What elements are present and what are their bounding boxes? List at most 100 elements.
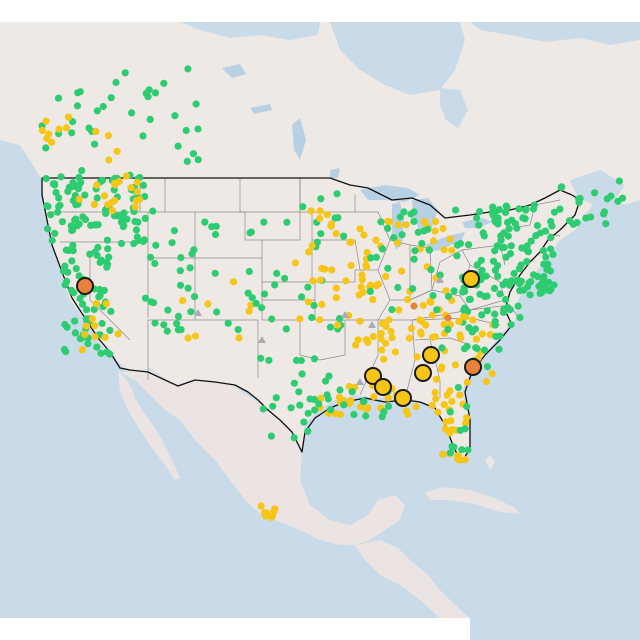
green-site-marker[interactable] xyxy=(69,289,78,297)
yellow-site-marker[interactable] xyxy=(455,318,463,326)
green-site-marker[interactable] xyxy=(182,126,190,135)
green-site-marker[interactable] xyxy=(496,290,504,298)
yellow-site-marker[interactable] xyxy=(334,321,342,329)
green-site-marker[interactable] xyxy=(68,129,76,137)
yellow-site-marker[interactable] xyxy=(437,365,445,373)
green-site-marker[interactable] xyxy=(174,142,182,150)
green-site-marker[interactable] xyxy=(336,315,344,323)
gray-triangle-marker[interactable] xyxy=(436,276,444,283)
green-site-marker[interactable] xyxy=(333,190,341,198)
green-site-marker[interactable] xyxy=(304,427,312,435)
green-site-marker[interactable] xyxy=(131,217,139,226)
green-site-marker[interactable] xyxy=(465,241,473,249)
yellow-site-marker[interactable] xyxy=(454,455,462,463)
green-site-marker[interactable] xyxy=(384,402,393,410)
green-site-marker[interactable] xyxy=(86,250,94,258)
green-site-marker[interactable] xyxy=(505,281,513,289)
green-site-marker[interactable] xyxy=(103,258,111,267)
green-site-marker[interactable] xyxy=(107,94,115,102)
yellow-site-marker[interactable] xyxy=(111,179,119,187)
yellow-site-marker[interactable] xyxy=(488,370,496,378)
green-site-marker[interactable] xyxy=(140,236,148,244)
green-site-marker[interactable] xyxy=(538,289,546,297)
green-site-marker[interactable] xyxy=(299,203,307,211)
green-site-marker[interactable] xyxy=(506,306,514,314)
green-site-marker[interactable] xyxy=(184,65,192,73)
yellow-site-marker[interactable] xyxy=(92,300,101,308)
green-site-marker[interactable] xyxy=(298,293,306,301)
green-site-marker[interactable] xyxy=(511,220,519,228)
yellow-site-marker[interactable] xyxy=(93,181,101,189)
yellow-site-marker[interactable] xyxy=(291,259,299,267)
green-site-marker[interactable] xyxy=(530,271,538,279)
green-site-marker[interactable] xyxy=(90,305,98,314)
yellow-site-marker[interactable] xyxy=(356,225,364,233)
yellow-site-marker[interactable] xyxy=(48,138,56,146)
yellow-site-marker[interactable] xyxy=(136,195,144,203)
yellow-site-marker[interactable] xyxy=(446,235,454,243)
green-site-marker[interactable] xyxy=(283,218,291,226)
green-site-marker[interactable] xyxy=(79,300,87,308)
yellow-site-marker[interactable] xyxy=(245,307,253,315)
green-site-marker[interactable] xyxy=(496,332,504,340)
green-site-marker[interactable] xyxy=(177,326,185,334)
green-site-marker[interactable] xyxy=(281,274,289,282)
green-site-marker[interactable] xyxy=(400,208,408,216)
yellow-site-marker[interactable] xyxy=(382,272,390,280)
yellow-site-marker[interactable] xyxy=(469,316,477,324)
yellow-site-marker[interactable] xyxy=(369,333,377,341)
green-site-marker[interactable] xyxy=(246,229,254,237)
yellow-site-marker[interactable] xyxy=(191,332,200,340)
green-site-marker[interactable] xyxy=(425,246,433,254)
yellow-site-marker[interactable] xyxy=(328,266,336,274)
green-site-marker[interactable] xyxy=(149,207,157,215)
green-site-marker[interactable] xyxy=(327,406,335,414)
green-site-marker[interactable] xyxy=(93,194,101,202)
yellow-site-marker[interactable] xyxy=(460,312,468,320)
yellow-site-marker[interactable] xyxy=(308,242,316,250)
green-site-marker[interactable] xyxy=(151,89,160,97)
green-site-marker[interactable] xyxy=(516,313,524,322)
yellow-site-marker[interactable] xyxy=(91,333,99,341)
green-site-marker[interactable] xyxy=(310,355,319,363)
green-site-marker[interactable] xyxy=(384,264,392,272)
yellow-site-marker[interactable] xyxy=(355,291,363,299)
yellow-site-marker[interactable] xyxy=(316,276,325,284)
orange-site-marker[interactable] xyxy=(410,302,418,310)
green-site-marker[interactable] xyxy=(112,78,120,87)
green-site-marker[interactable] xyxy=(123,215,131,223)
yellow-site-marker[interactable] xyxy=(374,280,382,288)
yellow-site-marker[interactable] xyxy=(42,117,50,125)
green-site-marker[interactable] xyxy=(58,218,66,226)
yellow-site-marker[interactable] xyxy=(440,401,448,409)
green-site-marker[interactable] xyxy=(418,239,426,247)
green-site-marker[interactable] xyxy=(211,230,220,239)
yellow-site-marker[interactable] xyxy=(321,265,329,273)
green-site-marker[interactable] xyxy=(436,271,444,279)
green-site-marker[interactable] xyxy=(212,222,220,230)
yellow-site-marker[interactable] xyxy=(102,300,110,308)
green-site-marker[interactable] xyxy=(543,265,551,274)
green-site-marker[interactable] xyxy=(147,298,155,306)
green-site-marker[interactable] xyxy=(378,413,386,421)
green-site-marker[interactable] xyxy=(410,255,418,263)
green-site-marker[interactable] xyxy=(410,208,418,216)
yellow-site-marker[interactable] xyxy=(356,403,365,411)
green-site-marker[interactable] xyxy=(558,183,566,191)
green-site-marker[interactable] xyxy=(94,243,102,252)
green-site-marker[interactable] xyxy=(614,197,622,205)
green-site-marker[interactable] xyxy=(282,325,290,333)
yellow-site-marker[interactable] xyxy=(257,502,265,510)
green-site-marker[interactable] xyxy=(459,288,467,296)
green-site-marker[interactable] xyxy=(308,313,316,322)
green-site-marker[interactable] xyxy=(532,232,540,240)
yellow-site-marker[interactable] xyxy=(304,298,312,306)
green-site-marker[interactable] xyxy=(499,281,507,289)
green-site-marker[interactable] xyxy=(96,291,104,299)
yellow-site-marker[interactable] xyxy=(429,237,438,245)
green-site-marker[interactable] xyxy=(272,394,280,402)
green-site-marker[interactable] xyxy=(489,210,497,218)
green-site-marker[interactable] xyxy=(298,370,306,378)
green-site-marker[interactable] xyxy=(450,287,458,295)
